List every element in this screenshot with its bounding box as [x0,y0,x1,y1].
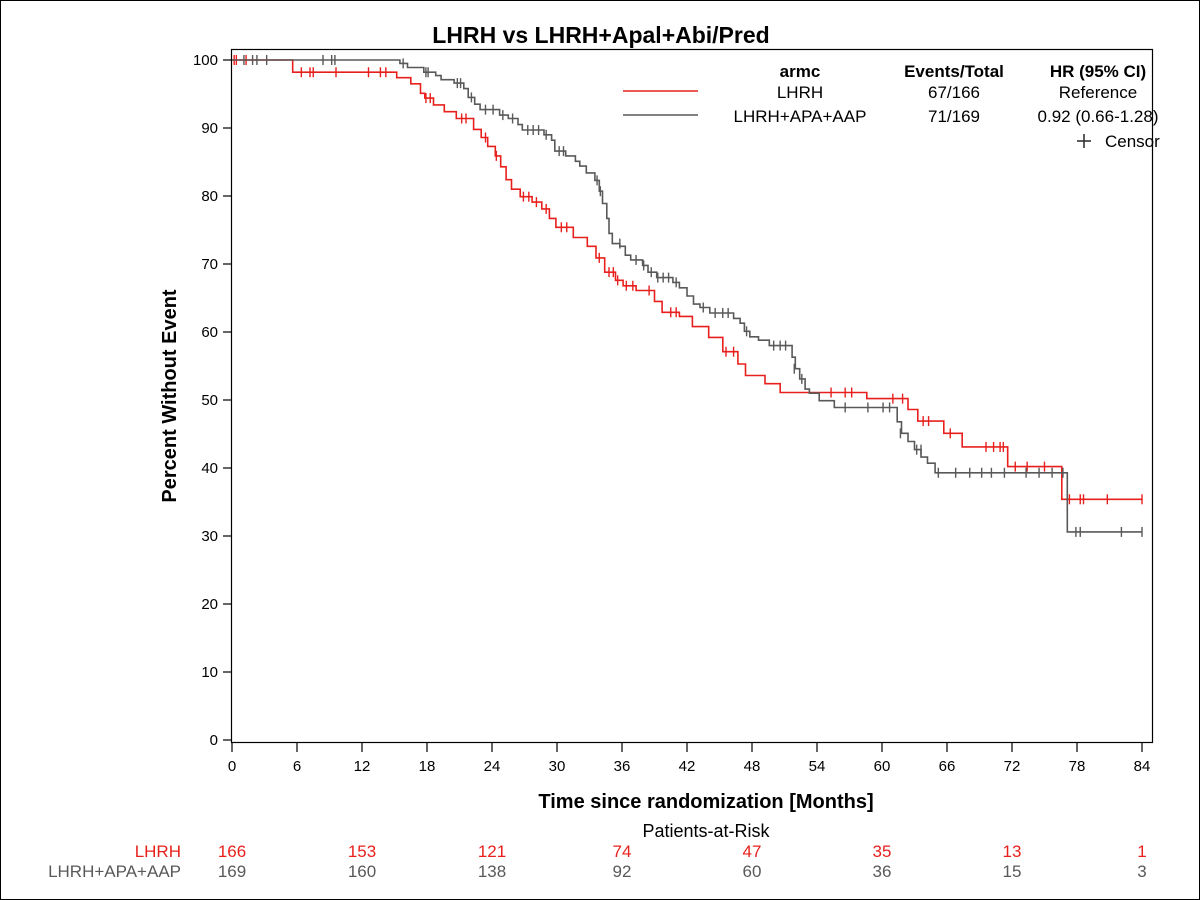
risk-value: 153 [348,842,376,861]
x-axis-label: Time since randomization [Months] [538,791,873,813]
plot-frame [230,48,1154,744]
y-tick-label: 70 [201,256,218,273]
x-tick-label: 78 [1069,758,1086,775]
risk-value: 36 [873,862,892,881]
y-tick-label: 90 [201,120,218,137]
x-tick-label: 72 [1004,758,1021,775]
risk-value: 13 [1003,842,1022,861]
x-tick-label: 24 [484,758,501,775]
y-tick-label: 80 [201,188,218,205]
y-tick-label: 40 [201,460,218,477]
risk-value: 15 [1003,862,1022,881]
legend-header-hr: HR (95% CI) [1050,62,1146,81]
chart-title: LHRH vs LHRH+Apal+Abi/Pred [432,22,769,48]
y-tick-label: 60 [201,324,218,341]
risk-value: 138 [478,862,506,881]
x-tick-label: 30 [549,758,566,775]
legend-hr-apa: 0.92 (0.66-1.28) [1038,107,1159,126]
y-tick-label: 10 [201,664,218,681]
x-tick-label: 36 [614,758,631,775]
legend-events-lhrh: 67/166 [928,83,980,102]
risk-value: 169 [218,862,246,881]
x-tick-label: 54 [809,758,826,775]
risk-value: 35 [873,842,892,861]
legend-label-lhrh: LHRH [777,83,823,102]
x-tick-label: 6 [293,758,301,775]
x-tick-label: 66 [939,758,956,775]
x-tick-label: 0 [228,758,236,775]
x-tick-label: 18 [419,758,436,775]
risk-value: 47 [743,842,762,861]
x-tick-label: 60 [874,758,891,775]
x-axis: 0 6 12 18 24 30 36 42 48 54 60 66 72 78 84 [228,743,1151,775]
risk-value: 3 [1137,862,1146,881]
legend: armc Events/Total HR (95% CI) LHRH 67/16… [623,62,1160,151]
legend-label-apa: LHRH+APA+AAP [734,107,867,126]
survival-curve-apa [232,59,1142,533]
risk-value: 121 [478,842,506,861]
y-tick-label: 50 [201,392,218,409]
y-axis-label: Percent Without Event [159,289,181,503]
risk-value: 166 [218,842,246,861]
risk-row-label-lhrh: LHRH [135,842,181,861]
censor-icon [1077,134,1091,148]
y-axis: 0 10 20 30 40 50 60 70 80 90 100 [193,52,231,749]
y-tick-label: 0 [210,732,218,749]
legend-events-apa: 71/169 [928,107,980,126]
x-tick-label: 12 [354,758,371,775]
risk-table-title: Patients-at-Risk [642,821,770,841]
y-tick-label: 20 [201,596,218,613]
x-tick-label: 42 [679,758,696,775]
risk-value: 74 [613,842,632,861]
risk-value: 160 [348,862,376,881]
risk-value: 92 [613,862,632,881]
y-tick-label: 30 [201,528,218,545]
legend-header-events: Events/Total [904,62,1004,81]
survival-curves [232,55,1143,537]
risk-value: 1 [1137,842,1146,861]
x-tick-label: 84 [1134,758,1151,775]
survival-curve-lhrh [232,59,1142,501]
legend-header-arm: armc [780,62,821,81]
x-tick-label: 48 [744,758,761,775]
legend-hr-lhrh: Reference [1059,83,1137,102]
risk-row-label-apa: LHRH+APA+AAP [48,862,181,881]
risk-value: 60 [743,862,762,881]
y-tick-label: 100 [193,52,218,69]
legend-censor-label: Censor [1105,132,1160,151]
